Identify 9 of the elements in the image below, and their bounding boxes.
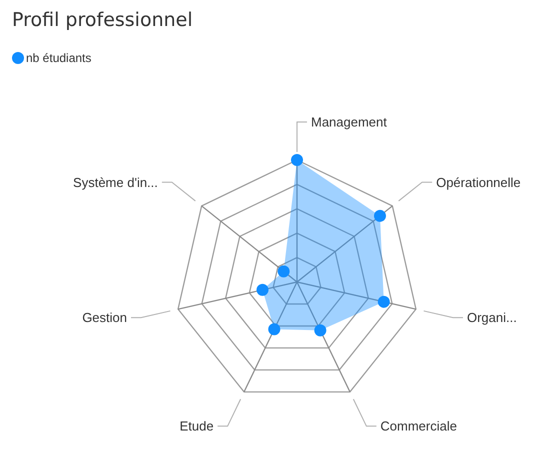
spoke-label: Gestion <box>82 310 128 326</box>
spoke-label: Etude <box>180 418 214 434</box>
spoke-label: Management <box>311 114 388 130</box>
chart-title: Profil professionnel <box>12 9 193 31</box>
spoke-label: Commerciale <box>380 418 457 434</box>
spoke-label: Système d'in... <box>73 174 158 190</box>
legend-label: nb étudiants <box>26 51 92 66</box>
spoke-label: Organi... <box>466 310 517 326</box>
spoke-label: Opérationnelle <box>436 174 521 190</box>
